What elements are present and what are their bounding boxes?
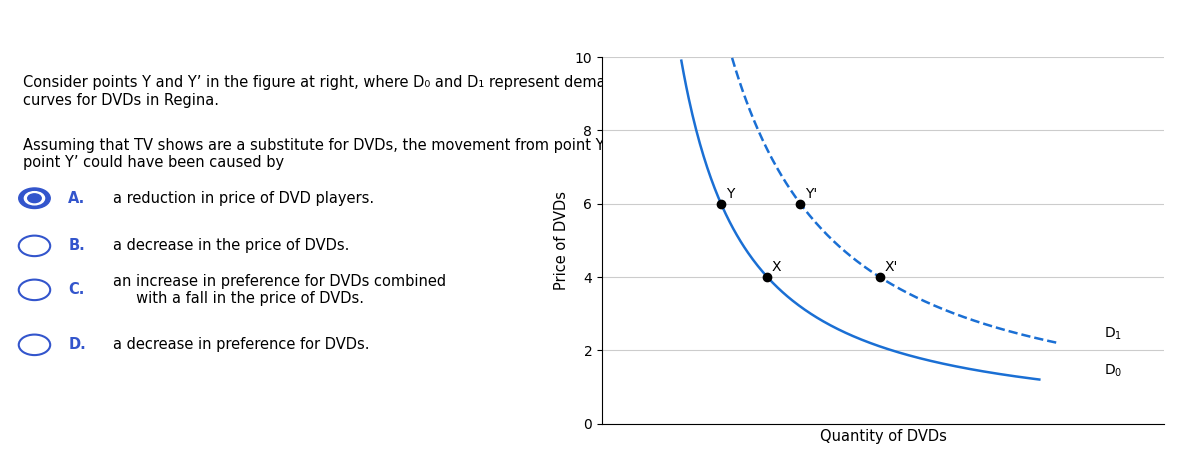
Text: Y': Y': [805, 187, 817, 201]
Text: a reduction in price of DVD players.: a reduction in price of DVD players.: [113, 191, 374, 206]
X-axis label: Quantity of DVDs: Quantity of DVDs: [820, 429, 947, 444]
Text: X: X: [772, 260, 781, 274]
Text: Consider points Y and Y’ in the figure at right, where D₀ and D₁ represent deman: Consider points Y and Y’ in the figure a…: [23, 76, 624, 108]
Text: C.: C.: [68, 282, 84, 298]
Text: a decrease in the price of DVDs.: a decrease in the price of DVDs.: [113, 238, 349, 253]
Text: B.: B.: [68, 238, 85, 253]
Text: X': X': [884, 260, 898, 274]
Circle shape: [19, 188, 50, 208]
Text: a decrease in preference for DVDs.: a decrease in preference for DVDs.: [113, 337, 370, 352]
Text: an increase in preference for DVDs combined
     with a fall in the price of DVD: an increase in preference for DVDs combi…: [113, 274, 446, 306]
Text: D$_1$: D$_1$: [1104, 326, 1122, 342]
Text: D.: D.: [68, 337, 86, 352]
Circle shape: [28, 194, 41, 203]
Y-axis label: Price of DVDs: Price of DVDs: [554, 191, 569, 290]
Text: Assuming that TV shows are a substitute for DVDs, the movement from point Y to
p: Assuming that TV shows are a substitute …: [23, 138, 624, 170]
Circle shape: [24, 192, 44, 205]
Text: D$_0$: D$_0$: [1104, 362, 1123, 379]
Text: A.: A.: [68, 191, 85, 206]
Text: Y: Y: [726, 187, 734, 201]
